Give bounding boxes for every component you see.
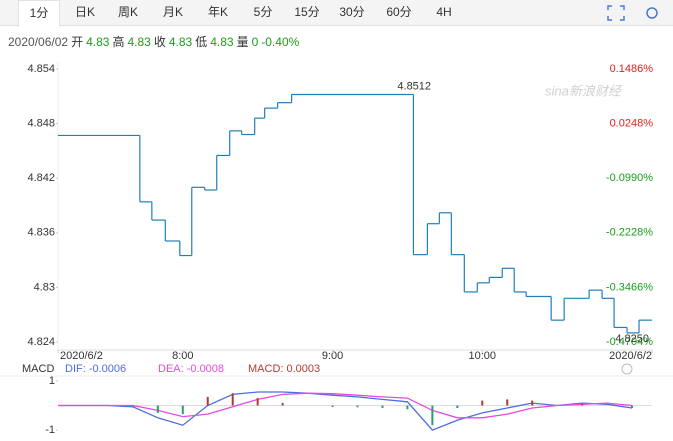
y2-tick-label: 0.1486% [610, 63, 654, 75]
quote-label: 收 [153, 35, 166, 49]
macd-bar [431, 405, 434, 426]
tab[interactable]: 5分 [253, 5, 273, 19]
macd-bar [356, 405, 359, 408]
y-tick-label: 1 [49, 375, 55, 387]
macd-bar [381, 405, 384, 408]
y-tick-label: 4.836 [27, 227, 55, 239]
quote-change: -0.40% [261, 35, 300, 49]
tab[interactable]: 4H [436, 5, 452, 19]
tab[interactable]: 15分 [294, 5, 320, 19]
macd-bar [131, 405, 134, 407]
macd-bar [281, 403, 284, 406]
macd-line [58, 392, 633, 419]
collapse-icon[interactable] [621, 363, 633, 375]
toolbar-icons [607, 5, 658, 21]
macd-bar [481, 400, 484, 406]
y2-tick-label: -0.2228% [606, 227, 653, 239]
tab-bar: 1分 日K 周K 月K 年K 5分 15分 30分 60分 4H [0, 0, 673, 27]
y-tick-label: 4.848 [27, 118, 55, 130]
y2-tick-label: 0.0248% [610, 118, 654, 130]
quote-value: 4.83 [86, 35, 110, 49]
y-tick-label: 4.854 [27, 63, 55, 75]
tab[interactable]: 年K [207, 5, 228, 19]
quote-value: 4.83 [127, 35, 151, 49]
settings-icon[interactable] [646, 7, 658, 19]
x-tick-label: 8:00 [172, 350, 193, 362]
legend-entry: DIF: -0.0006 [65, 363, 126, 375]
tab[interactable]: 周K [117, 5, 138, 19]
quote-label: 开 [71, 35, 84, 49]
macd-bar [631, 405, 634, 408]
quote-label: 量 [236, 35, 249, 49]
tab[interactable]: 日K [74, 5, 95, 19]
macd-title: MACD [22, 363, 54, 375]
tab[interactable]: 1分 [18, 0, 60, 27]
tab[interactable]: 60分 [386, 5, 412, 19]
quote-value: 4.83 [210, 35, 234, 49]
macd-bar [581, 404, 584, 406]
y2-tick-label: -0.3466% [606, 281, 653, 293]
macd-bar [506, 399, 509, 406]
y-tick-label: 4.83 [34, 281, 55, 293]
quote-date: 2020/06/02 [8, 35, 69, 49]
y2-tick-label: -0.0990% [606, 172, 653, 184]
quote-info: 2020/06/02 开 4.83 高 4.83 收 4.83 低 4.83 量 0 -0.40% [8, 33, 302, 50]
quote-value: 0 [251, 35, 259, 49]
x-tick-label: 2020/6/2 [609, 350, 652, 362]
x-tick-label: 10:00 [469, 350, 497, 362]
macd-line [58, 391, 633, 431]
y-tick-label: 4.824 [27, 336, 55, 348]
max-label: 4.8512 [397, 80, 431, 92]
macd-bar [156, 405, 159, 413]
y2-tick-label: -0.4704% [606, 336, 653, 348]
legend-entry: DEA: -0.0008 [158, 363, 224, 375]
fullscreen-icon[interactable] [607, 5, 625, 21]
legend-entry: MACD: 0.0003 [248, 363, 320, 375]
macd-bar [181, 405, 184, 415]
x-tick-label: 9:00 [322, 350, 343, 362]
macd-bar [456, 405, 459, 408]
quote-label: 高 [112, 35, 125, 49]
macd-bar [231, 393, 234, 406]
y-tick-label: -1 [45, 424, 55, 436]
macd-bar [406, 405, 409, 410]
quote-value: 4.83 [168, 35, 193, 49]
x-tick-label: 2020/6/2 [60, 350, 103, 362]
min-label: 4.8250 [615, 333, 649, 345]
tab[interactable]: 月K [162, 5, 183, 19]
y-tick-label: 4.842 [27, 172, 55, 184]
macd-bar [331, 405, 334, 407]
quote-label: 低 [195, 35, 208, 49]
macd-bar [531, 400, 534, 406]
macd-bar [206, 396, 209, 406]
tab[interactable]: 30分 [339, 5, 365, 19]
macd-bar [256, 398, 259, 406]
watermark: sina新浪财经 [545, 83, 623, 98]
